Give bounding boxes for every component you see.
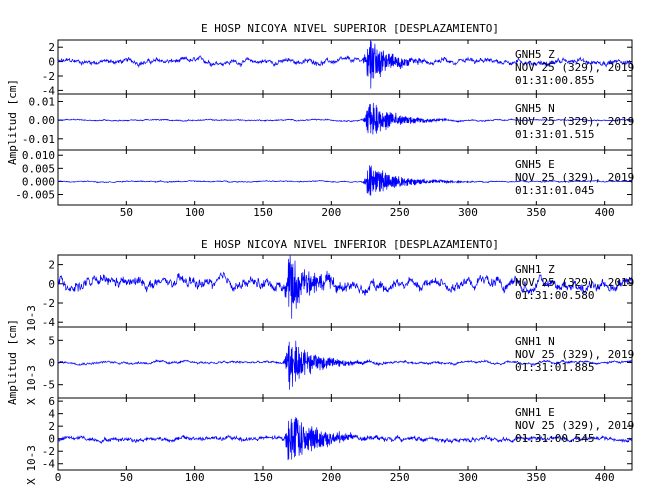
trace-label-1-1: GNH1 N: [515, 335, 555, 348]
trace-label-1-2: GNH1 E: [515, 406, 555, 419]
y-tick-label-1-2-2: 2: [48, 420, 55, 433]
trace-time-0-0: 01:31:00.855: [515, 74, 594, 87]
trace-date-0-2: NOV 25 (329), 2019: [515, 171, 634, 184]
trace-date-1-2: NOV 25 (329), 2019: [515, 419, 634, 432]
trace-label-0-2: GNH5 E: [515, 158, 555, 171]
trace-label-0-1: GNH5 N: [515, 102, 555, 115]
trace-GNH5-Z: [57, 40, 633, 89]
x-tick-label-0-6: 350: [526, 206, 546, 219]
x-tick-label-1-0: 0: [55, 471, 62, 484]
y-tick-label-0-2-2: 0.000: [22, 175, 55, 188]
y-tick-label-0-2-0: 0.010: [22, 149, 55, 162]
y-tick-label-1-0-1: 0: [48, 278, 55, 291]
x-tick-label-0-2: 150: [253, 206, 273, 219]
panel-title-1: E HOSP NICOYA NIVEL INFERIOR [DESPLAZAMI…: [201, 238, 499, 251]
x-tick-label-0-1: 100: [185, 206, 205, 219]
x-tick-label-1-4: 200: [321, 471, 341, 484]
y-tick-label-1-0-0: 2: [48, 259, 55, 272]
y-tick-label-1-2-4: -2: [42, 445, 55, 458]
trace-GNH5-N: [57, 102, 632, 135]
trace-date-1-0: NOV 25 (329), 2019: [515, 276, 634, 289]
trace-label-1-0: GNH1 Z: [515, 263, 555, 276]
trace-time-1-0: 01:31:00.580: [515, 289, 594, 302]
trace-date-0-0: NOV 25 (329), 2019: [515, 61, 634, 74]
y-tick-label-0-1-2: -0.01: [22, 133, 55, 146]
y-tick-label-0-0-3: -4: [42, 84, 56, 97]
x-tick-label-1-5: 250: [390, 471, 410, 484]
trace-GNH5-E: [57, 165, 633, 196]
x-tick-label-0-5: 300: [458, 206, 478, 219]
y-tick-label-0-0-1: 0: [48, 56, 55, 69]
y-tick-label-1-1-0: 5: [48, 334, 55, 347]
y-tick-label-0-0-0: 2: [48, 41, 55, 54]
trace-GNH1-N: [57, 340, 633, 390]
trace-time-1-2: 01:31:00.545: [515, 432, 594, 445]
y-tick-label-0-1-1: 0.00: [29, 114, 56, 127]
scale-label-1-1: X 10-3: [25, 365, 38, 405]
y-axis-label-0: Amplitud [cm]: [6, 79, 19, 165]
y-tick-label-1-2-3: 0: [48, 433, 55, 446]
trace-GNH1-Z: [57, 254, 633, 319]
x-tick-label-1-6: 300: [458, 471, 478, 484]
x-tick-label-1-3: 150: [253, 471, 273, 484]
y-tick-label-1-0-2: -2: [42, 297, 55, 310]
x-tick-label-1-1: 50: [120, 471, 133, 484]
y-tick-label-0-2-3: -0.005: [15, 189, 55, 202]
y-tick-label-1-1-1: 0: [48, 357, 55, 370]
scale-label-1-0: X 10-3: [25, 305, 38, 345]
trace-date-1-1: NOV 25 (329), 2019: [515, 348, 634, 361]
trace-time-1-1: 01:31:01.885: [515, 361, 594, 374]
y-tick-label-1-2-1: 4: [48, 408, 55, 421]
trace-date-0-1: NOV 25 (329), 2019: [515, 115, 634, 128]
y-tick-label-0-1-0: 0.01: [29, 95, 56, 108]
trace-frame-0-2: [57, 149, 633, 206]
y-tick-label-0-2-1: 0.005: [22, 162, 55, 175]
trace-time-0-1: 01:31:01.515: [515, 128, 594, 141]
trace-frame-1-2: [57, 397, 633, 471]
x-tick-label-0-4: 250: [390, 206, 410, 219]
trace-time-0-2: 01:31:01.045: [515, 184, 594, 197]
y-tick-label-0-0-2: -2: [42, 70, 55, 83]
x-tick-label-0-3: 200: [321, 206, 341, 219]
y-tick-label-1-2-5: -4: [42, 458, 56, 471]
x-tick-label-1-7: 350: [526, 471, 546, 484]
trace-GNH1-E: [57, 417, 633, 461]
x-tick-label-0-0: 50: [120, 206, 133, 219]
panel-title-0: E HOSP NICOYA NIVEL SUPERIOR [DESPLAZAMI…: [201, 22, 499, 35]
y-tick-label-1-1-2: -5: [42, 379, 55, 392]
x-tick-label-0-7: 400: [595, 206, 615, 219]
y-axis-label-1: Amplitud [cm]: [6, 319, 19, 405]
y-tick-label-1-2-0: 6: [48, 395, 55, 408]
y-tick-label-1-0-3: -4: [42, 316, 56, 329]
x-tick-label-1-2: 100: [185, 471, 205, 484]
x-tick-label-1-8: 400: [595, 471, 615, 484]
scale-label-1-2: X 10-3: [25, 445, 38, 485]
trace-label-0-0: GNH5 Z: [515, 48, 555, 61]
